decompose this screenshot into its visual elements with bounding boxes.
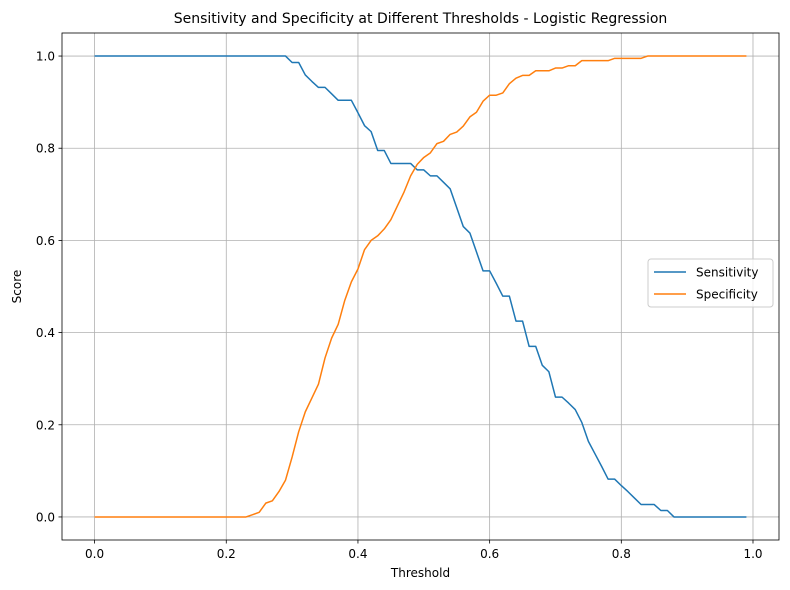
x-tick-label: 0.4 <box>348 547 367 561</box>
y-axis: 0.0 0.2 0.4 0.6 0.8 1.0 <box>36 50 62 524</box>
legend-box <box>647 258 774 308</box>
plot-frame <box>61 32 780 541</box>
x-tick-label: 0.8 <box>612 547 631 561</box>
y-tick-label: 1.0 <box>36 50 55 64</box>
y-tick-label: 0.8 <box>36 142 55 156</box>
legend-label-specificity: Specificity <box>696 288 758 302</box>
y-tick-label: 0.0 <box>36 510 55 524</box>
x-axis-label: Threshold <box>390 566 450 580</box>
chart-title: Sensitivity and Specificity at Different… <box>174 11 668 27</box>
grid <box>62 33 779 540</box>
x-tick-label: 0.0 <box>85 547 104 561</box>
x-axis: 0.0 0.2 0.4 0.6 0.8 1.0 <box>85 540 763 561</box>
series-line-sensitivity <box>94 55 747 518</box>
plot-lines <box>94 55 747 518</box>
y-tick-label: 0.2 <box>36 418 55 432</box>
legend: Sensitivity Specificity <box>647 258 774 308</box>
x-tick-label: 1.0 <box>743 547 762 561</box>
y-tick-label: 0.4 <box>36 326 55 340</box>
series-line-specificity <box>94 55 747 518</box>
x-tick-label: 0.2 <box>217 547 236 561</box>
y-tick-label: 0.6 <box>36 234 55 248</box>
legend-label-sensitivity: Sensitivity <box>696 266 758 280</box>
x-tick-label: 0.6 <box>480 547 499 561</box>
y-axis-label: Score <box>10 270 24 304</box>
